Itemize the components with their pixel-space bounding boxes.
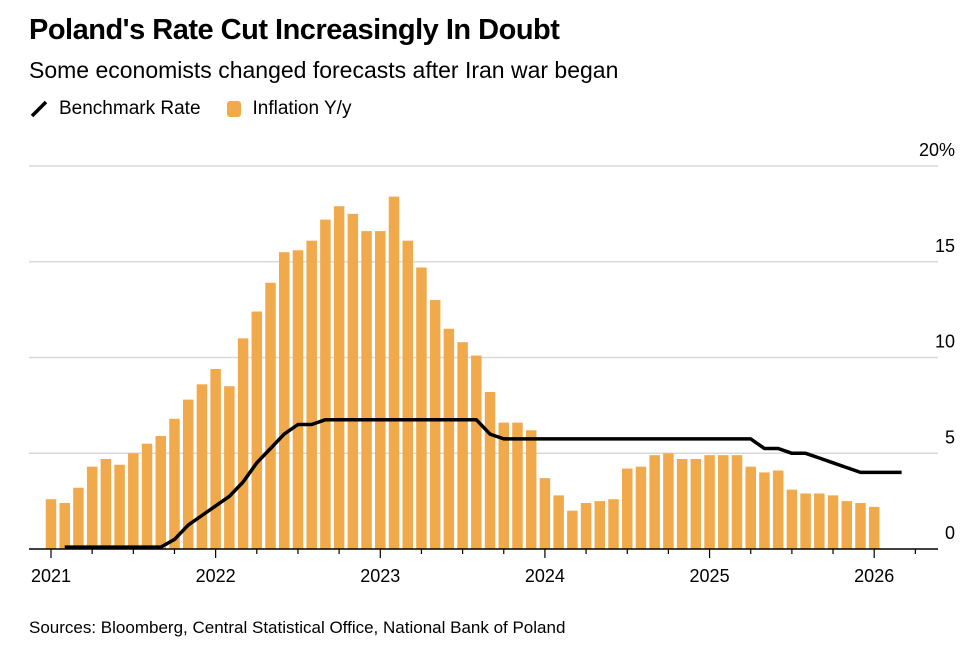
inflation-bar bbox=[114, 464, 125, 549]
inflation-bar bbox=[704, 455, 715, 549]
x-tick-label: 2021 bbox=[31, 566, 71, 586]
inflation-bar bbox=[800, 493, 811, 549]
inflation-bar bbox=[621, 468, 633, 549]
inflation-bar bbox=[457, 342, 468, 549]
y-tick-label: 20% bbox=[919, 140, 955, 160]
benchmark-rate-line bbox=[64, 417, 902, 549]
legend-label: Inflation Y/y bbox=[252, 98, 352, 119]
inflation-bar bbox=[182, 399, 194, 549]
inflation-bar bbox=[855, 503, 866, 549]
inflation-bar bbox=[306, 240, 317, 549]
inflation-bar bbox=[45, 499, 57, 549]
inflation-bar bbox=[731, 455, 743, 549]
chart-subtitle: Some economists changed forecasts after … bbox=[29, 57, 619, 83]
chart-title: Poland's Rate Cut Increasingly In Doubt bbox=[29, 14, 560, 46]
inflation-bar bbox=[169, 418, 180, 549]
inflation-bar bbox=[594, 501, 606, 549]
y-tick-label: 5 bbox=[945, 427, 955, 447]
inflation-bar bbox=[251, 311, 263, 549]
inflation-bar bbox=[649, 455, 660, 549]
x-axis-labels: 2021 2022 2023 2024 2025 2026 bbox=[31, 566, 894, 586]
inflation-bar bbox=[663, 453, 674, 549]
inflation-bar bbox=[86, 466, 98, 549]
inflation-bar bbox=[772, 470, 784, 549]
inflation-bar bbox=[690, 458, 702, 549]
x-tick-label: 2023 bbox=[360, 566, 400, 586]
inflation-bar bbox=[155, 436, 167, 549]
x-tick-label: 2026 bbox=[854, 566, 894, 586]
y-axis-labels: 0 5 10 15 20% bbox=[919, 140, 955, 543]
legend-item-benchmark-rate: Benchmark Rate bbox=[29, 98, 201, 120]
inflation-bar bbox=[786, 489, 798, 549]
gridlines bbox=[29, 165, 938, 454]
inflation-bar bbox=[443, 328, 455, 549]
legend-item-inflation: Inflation Y/y bbox=[226, 98, 352, 120]
inflation-bar bbox=[416, 267, 427, 549]
square-swatch-icon bbox=[226, 101, 241, 117]
inflation-bar bbox=[292, 250, 304, 549]
inflation-bar bbox=[141, 443, 153, 549]
inflation-bar bbox=[512, 422, 523, 549]
legend: Benchmark Rate Inflation Y/y bbox=[29, 98, 377, 120]
inflation-bar bbox=[402, 240, 413, 549]
x-tick-label: 2022 bbox=[196, 566, 236, 586]
inflation-bar bbox=[210, 368, 221, 549]
inflation-bar bbox=[100, 458, 112, 549]
inflation-bar bbox=[471, 355, 482, 549]
y-tick-label: 15 bbox=[935, 236, 955, 256]
inflation-bar bbox=[635, 466, 647, 549]
inflation-bar bbox=[196, 384, 208, 549]
inflation-bar bbox=[333, 206, 345, 549]
inflation-bars bbox=[45, 196, 880, 550]
inflation-bar bbox=[375, 231, 386, 550]
legend-label: Benchmark Rate bbox=[59, 98, 201, 119]
y-tick-label: 0 bbox=[945, 523, 955, 543]
inflation-bar bbox=[525, 430, 537, 549]
inflation-bar bbox=[841, 501, 853, 549]
inflation-bar bbox=[265, 282, 276, 549]
inflation-bar bbox=[128, 453, 139, 549]
x-axis bbox=[29, 548, 938, 558]
inflation-bar bbox=[347, 213, 359, 549]
line-icon bbox=[30, 100, 48, 118]
x-tick-label: 2024 bbox=[525, 566, 565, 586]
inflation-bar bbox=[759, 472, 770, 549]
inflation-bar bbox=[868, 506, 880, 549]
inflation-bar bbox=[567, 510, 578, 549]
inflation-bar bbox=[745, 466, 756, 549]
inflation-bar bbox=[361, 231, 372, 550]
inflation-bar bbox=[498, 422, 510, 549]
inflation-bar bbox=[429, 300, 441, 549]
inflation-bar bbox=[59, 503, 70, 549]
inflation-bar bbox=[608, 499, 619, 549]
source-note: Sources: Bloomberg, Central Statistical … bbox=[29, 618, 566, 637]
inflation-bar bbox=[718, 455, 729, 549]
inflation-bar bbox=[484, 391, 496, 549]
inflation-bar bbox=[553, 495, 564, 549]
inflation-bar bbox=[814, 493, 825, 549]
benchmark-rate-path bbox=[64, 417, 902, 549]
y-tick-label: 10 bbox=[935, 332, 955, 352]
inflation-bar bbox=[237, 338, 249, 549]
inflation-bar bbox=[827, 495, 839, 549]
inflation-bar bbox=[580, 503, 592, 549]
x-tick-label: 2025 bbox=[690, 566, 730, 586]
inflation-bar bbox=[539, 478, 551, 549]
inflation-bar bbox=[676, 458, 688, 549]
inflation-bar bbox=[320, 219, 331, 549]
inflation-bar bbox=[224, 386, 235, 549]
inflation-bar bbox=[73, 487, 84, 549]
inflation-bar bbox=[278, 252, 290, 550]
inflation-bar bbox=[388, 196, 400, 549]
